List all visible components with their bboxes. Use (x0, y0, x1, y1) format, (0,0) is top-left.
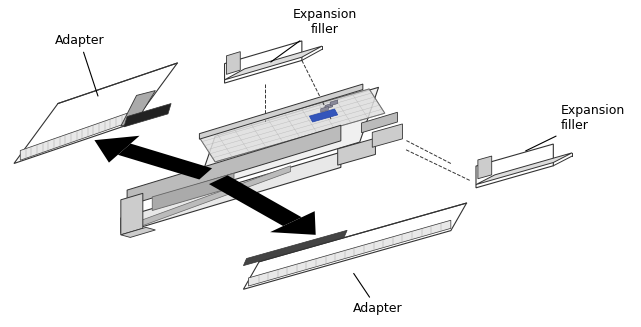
Polygon shape (124, 104, 171, 127)
Polygon shape (153, 173, 234, 211)
Polygon shape (21, 113, 127, 160)
Polygon shape (310, 109, 338, 122)
Polygon shape (224, 46, 322, 80)
Text: Expansion
filler: Expansion filler (526, 104, 625, 151)
Polygon shape (476, 153, 572, 184)
Polygon shape (270, 211, 316, 235)
Polygon shape (118, 144, 212, 180)
Polygon shape (94, 136, 140, 163)
Polygon shape (224, 41, 302, 83)
Polygon shape (478, 156, 492, 179)
Polygon shape (226, 52, 240, 74)
Polygon shape (320, 106, 328, 112)
Polygon shape (338, 138, 376, 165)
Polygon shape (325, 103, 333, 109)
Polygon shape (121, 152, 341, 233)
Polygon shape (362, 112, 397, 133)
Polygon shape (121, 91, 155, 126)
Polygon shape (121, 227, 155, 237)
Polygon shape (372, 124, 403, 147)
Polygon shape (330, 100, 338, 106)
Polygon shape (244, 203, 467, 289)
Polygon shape (127, 125, 341, 206)
Polygon shape (196, 87, 379, 191)
Polygon shape (199, 89, 385, 162)
Text: Adapter: Adapter (55, 34, 104, 96)
Polygon shape (14, 63, 178, 164)
Polygon shape (249, 220, 451, 286)
Polygon shape (199, 84, 363, 139)
Text: Adapter: Adapter (353, 273, 402, 315)
Text: Expansion
filler: Expansion filler (271, 9, 357, 62)
Polygon shape (121, 193, 143, 235)
Polygon shape (476, 144, 553, 188)
Polygon shape (209, 175, 302, 226)
Polygon shape (244, 230, 347, 266)
Polygon shape (133, 166, 290, 229)
